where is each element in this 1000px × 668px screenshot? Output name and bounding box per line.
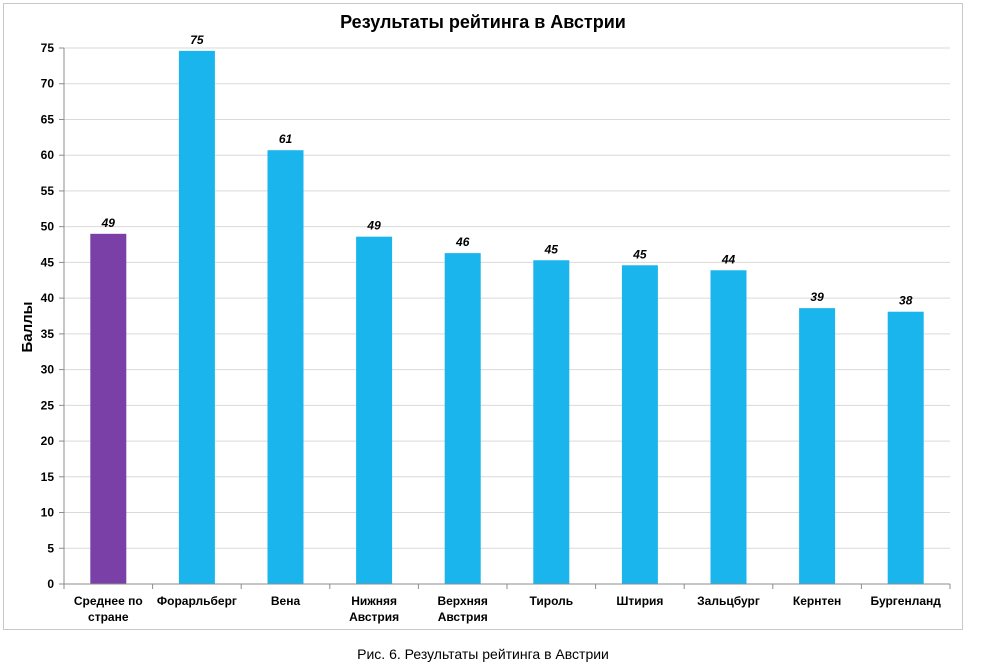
bar (178, 50, 215, 585)
data-label: 61 (279, 132, 293, 146)
bar (799, 308, 836, 584)
bar-chart: Результаты рейтинга в Австрии Баллы 0 5 10… (19, 12, 951, 624)
y-axis-label: Баллы (19, 302, 36, 353)
bar (267, 150, 304, 584)
bar (90, 233, 127, 584)
y-tick-label: 60 (41, 148, 55, 162)
y-tick-label: 5 (47, 541, 54, 555)
axes (59, 47, 951, 589)
data-label: 49 (101, 216, 116, 230)
y-tick-label: 55 (41, 184, 55, 198)
x-tick-label: Среднее по (74, 594, 143, 608)
y-tick-label: 50 (41, 220, 55, 234)
data-label: 45 (544, 242, 559, 256)
y-tick-label: 70 (41, 77, 55, 91)
y-tick-label: 45 (41, 255, 55, 269)
y-tick-label: 20 (41, 434, 55, 448)
y-tick-label: 35 (41, 327, 55, 341)
y-tick-label: 15 (41, 470, 55, 484)
chart-title: Результаты рейтинга в Австрии (340, 12, 626, 32)
bar (887, 311, 924, 584)
y-tick-label: 65 (41, 112, 55, 126)
data-label: 49 (366, 219, 381, 233)
x-tick-label: стране (88, 610, 129, 624)
x-tick-label: Штирия (616, 594, 663, 608)
y-tick-label: 0 (47, 577, 54, 591)
bar (710, 270, 747, 584)
x-tick-label: Тироль (529, 594, 573, 608)
x-tick-label: Вена (271, 594, 301, 608)
y-tick-label: 10 (41, 506, 55, 520)
bar (444, 253, 481, 585)
bar (356, 236, 393, 584)
x-tick-label: Кернтен (793, 594, 841, 608)
x-tick-label: Бургенланд (870, 594, 941, 608)
bars (90, 50, 924, 585)
y-tick-label: 25 (41, 398, 55, 412)
x-tick-label: Верхняя (437, 594, 487, 608)
data-label: 39 (810, 290, 824, 304)
data-label: 38 (899, 294, 913, 308)
bar (621, 265, 658, 584)
data-label: 44 (721, 252, 736, 266)
y-tick-label: 30 (41, 363, 55, 377)
y-tick-label: 40 (41, 291, 55, 305)
labels: 0 5 10 15 20 25 30 35 40 45 50 55 60 65 70 75 49 Среднее … (41, 33, 942, 624)
bar (533, 260, 570, 584)
x-tick-label: Нижняя (351, 594, 397, 608)
data-label: 46 (455, 235, 470, 249)
x-tick-label: Форарльберг (157, 594, 237, 608)
x-tick-label: Зальцбург (697, 594, 760, 608)
y-tick-label: 75 (41, 41, 55, 55)
figure-caption: Рис. 6. Результаты рейтинга в Австрии (357, 646, 609, 662)
data-label: 75 (190, 33, 204, 47)
x-tick-label: Австрия (349, 610, 399, 624)
x-tick-label: Австрия (438, 610, 488, 624)
data-label: 45 (632, 247, 647, 261)
